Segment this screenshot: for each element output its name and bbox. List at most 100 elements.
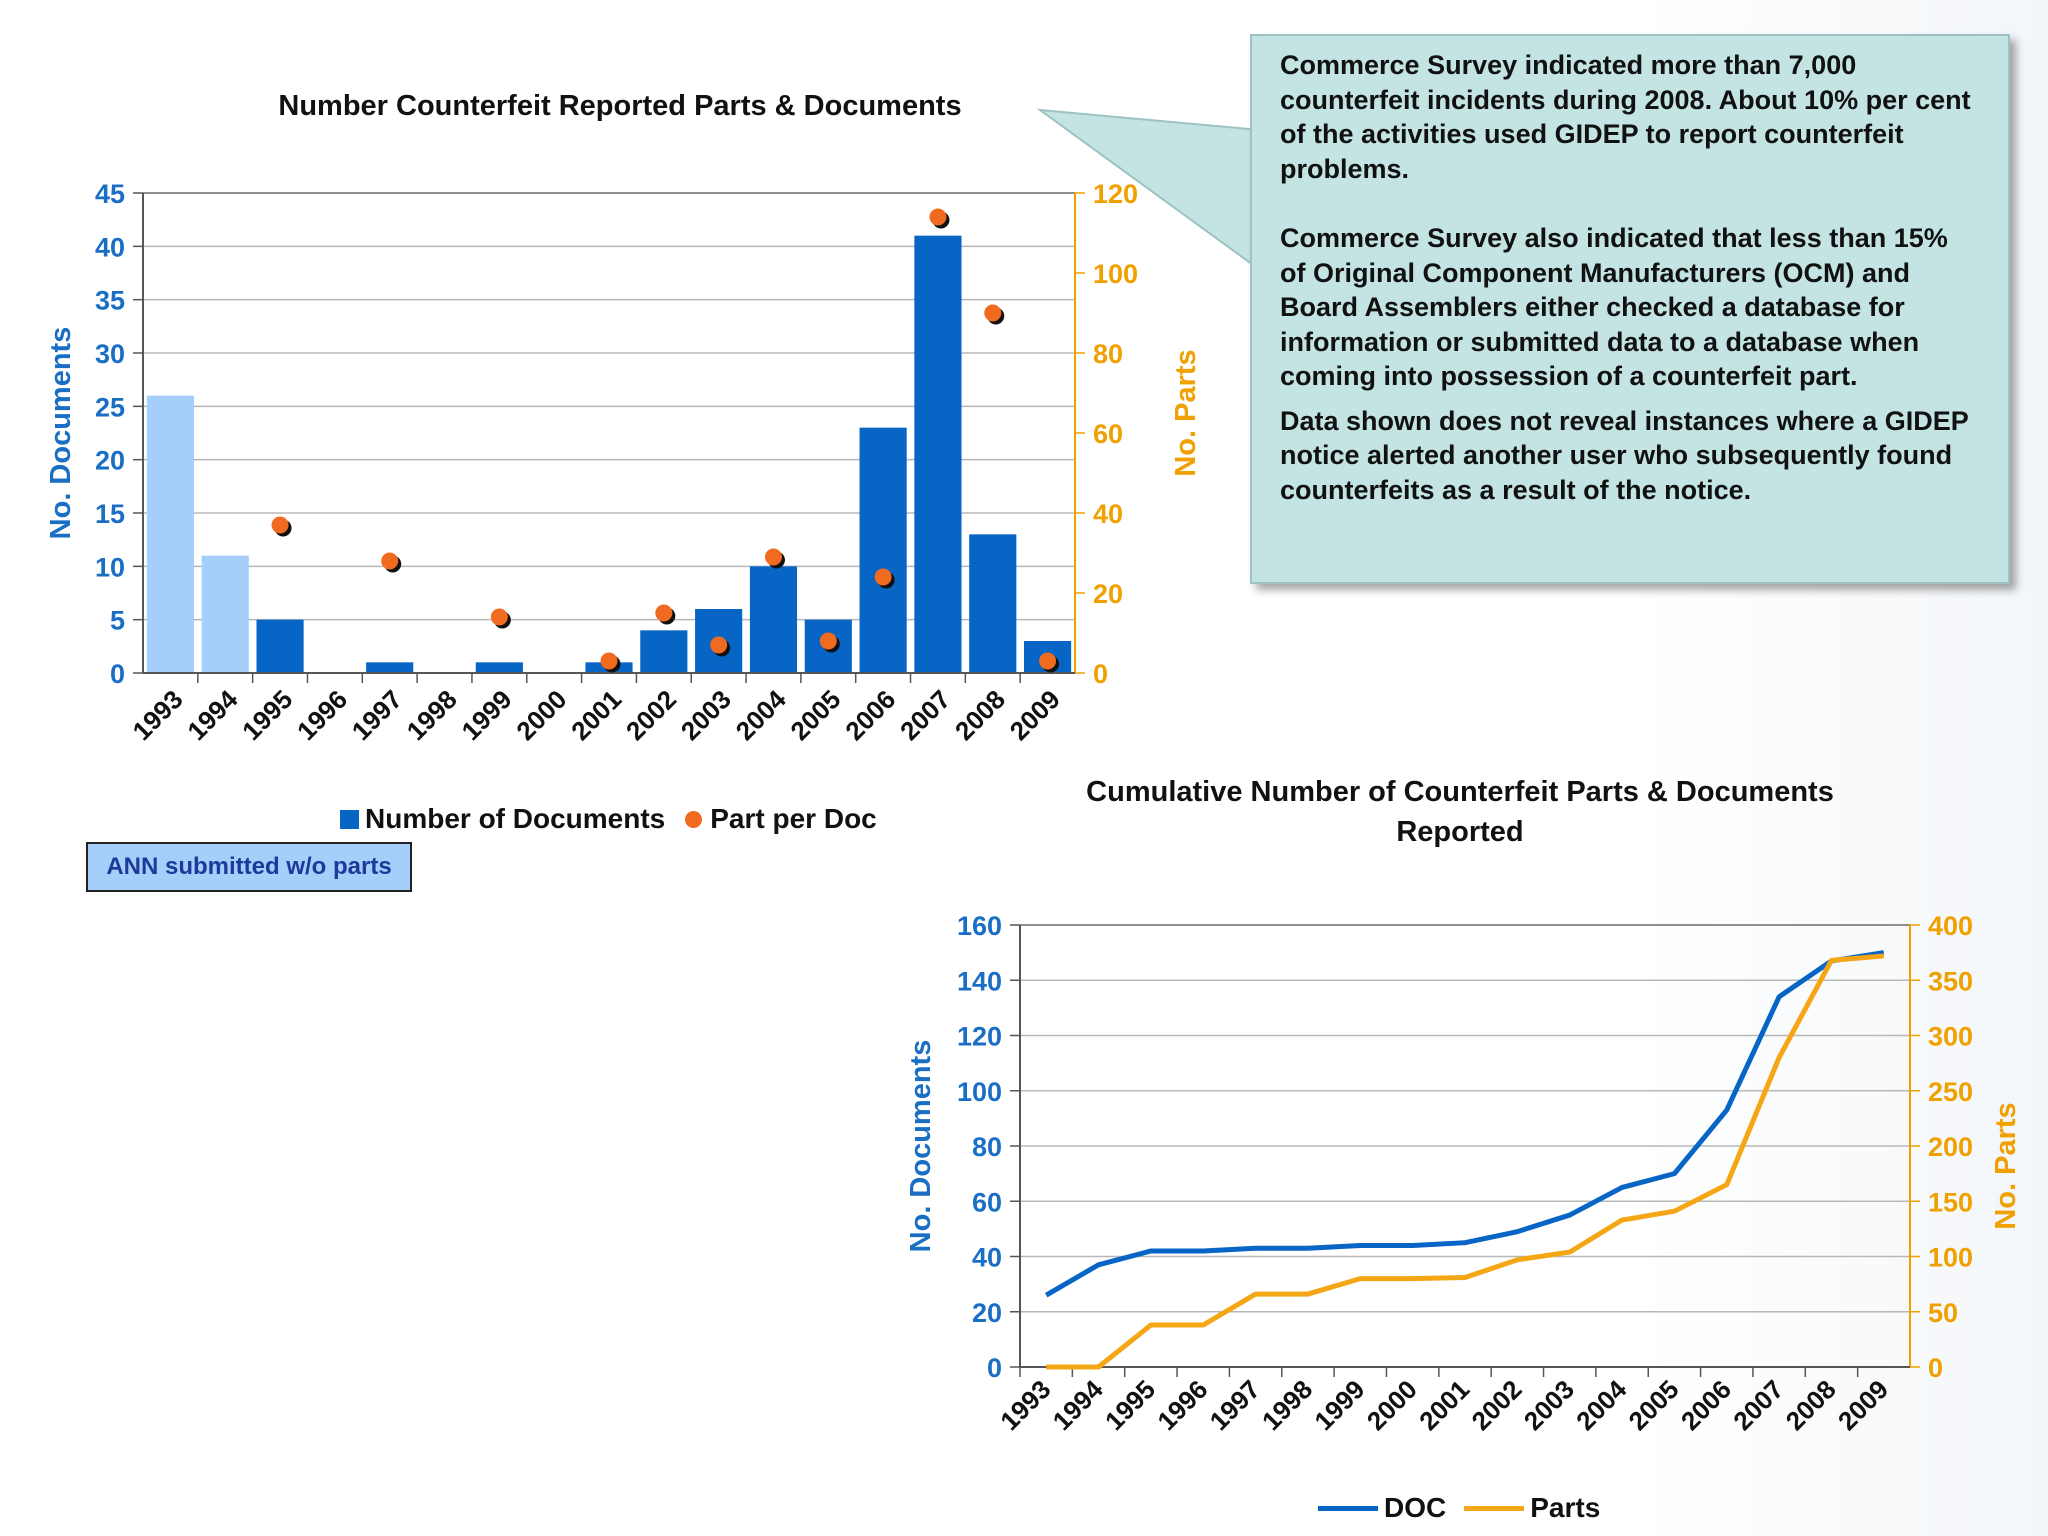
chart1-bar-2006	[859, 427, 907, 673]
chart1-right-axis-label: No. Parts	[1170, 349, 1202, 476]
chart1-bar-2004	[749, 566, 798, 673]
chart2-left-tick-label: 80	[972, 1132, 1002, 1162]
chart1-dot-2009	[1039, 652, 1057, 670]
chart2-left-axis-label: No. Documents	[905, 1040, 937, 1253]
chart1-bar-1993	[146, 395, 194, 673]
chart2-x-tick-label: 2000	[1361, 1374, 1423, 1436]
chart2-x-tick-label: 2004	[1570, 1374, 1632, 1436]
legend-documents-label: Number of Documents	[365, 803, 666, 834]
chart1-right-tick-label: 40	[1093, 499, 1123, 529]
chart1-right-tick-label: 100	[1093, 259, 1138, 289]
chart2-x-tick-label: 1996	[1151, 1374, 1213, 1436]
chart1-bar-1997	[366, 662, 414, 673]
chart2-left-tick-label: 0	[987, 1353, 1002, 1383]
chart1-left-tick-label: 25	[95, 392, 125, 422]
chart1-x-tick-label: 2001	[565, 684, 627, 746]
chart2-line-doc	[1044, 950, 1885, 1298]
chart1-x-tick-label: 1998	[401, 684, 463, 746]
chart1-x-tick-label: 2004	[730, 684, 792, 746]
callout-paragraph-3: Data shown does not reveal instances whe…	[1280, 405, 1969, 505]
chart1-dot-2005	[819, 632, 837, 650]
chart2-left-tick-label: 160	[957, 911, 1002, 941]
chart1-dot-2008	[984, 304, 1002, 322]
chart2-right-tick-label: 100	[1928, 1243, 1973, 1273]
chart1-dot-2002	[655, 604, 673, 622]
chart2-x-tick-label: 2009	[1832, 1374, 1894, 1436]
chart1-dot-1995	[271, 516, 289, 534]
chart1-x-tick-label: 2000	[510, 684, 572, 746]
chart2-right-tick-label: 300	[1928, 1022, 1973, 1052]
chart2-right-tick-label: 50	[1928, 1298, 1958, 1328]
callout-pointer	[1036, 108, 1261, 272]
callout-paragraph-2: Commerce Survey also indicated that less…	[1280, 223, 1948, 391]
chart1-dot-2006	[874, 568, 892, 586]
chart1-right-tick-label: 80	[1093, 339, 1123, 369]
chart2-right-tick-label: 250	[1928, 1077, 1973, 1107]
chart1-x-tick-label: 1993	[127, 684, 189, 746]
chart1-title: Number Counterfeit Reported Parts & Docu…	[278, 90, 962, 122]
chart2-x-tick-label: 1995	[1099, 1374, 1161, 1436]
chart2-right-axis-label: No. Parts	[1990, 1102, 2022, 1229]
ann-annotation-box: ANN submitted w/o parts	[86, 842, 412, 892]
chart1-left-tick-label: 15	[95, 499, 125, 529]
chart1-x-tick-label: 1999	[455, 684, 517, 746]
legend-parts-line-swatch	[1464, 1505, 1525, 1511]
chart1-left-tick-label: 35	[95, 286, 125, 316]
chart2-x-tick-label: 2001	[1413, 1374, 1475, 1436]
chart1-right-tick-label: 20	[1093, 579, 1123, 609]
chart1-x-tick-label: 2009	[1004, 684, 1066, 746]
chart1-dot-1997	[381, 552, 399, 570]
legend-doc-swatch	[1318, 1505, 1378, 1511]
chart2-x-tick-label: 1993	[994, 1374, 1056, 1436]
chart1-bar-1999	[475, 662, 523, 673]
chart1-bar-2002	[640, 630, 688, 673]
chart1-dot-2003	[710, 636, 728, 654]
chart1-left-tick-label: 5	[110, 606, 125, 636]
chart2-x-tick-label: 2006	[1675, 1374, 1737, 1436]
chart1-bar-2008	[969, 534, 1017, 673]
callout-paragraph-1: Commerce Survey indicated more than 7,00…	[1280, 50, 1971, 184]
chart1-left-tick-label: 10	[95, 552, 125, 582]
chart2-x-tick-label: 2005	[1623, 1374, 1685, 1436]
chart2-right-tick-label: 350	[1928, 966, 1973, 996]
chart2-x-tick-label: 2003	[1518, 1374, 1580, 1436]
chart2-x-tick-label: 1998	[1256, 1374, 1318, 1436]
chart1-x-tick-label: 1994	[181, 684, 243, 746]
chart1-left-tick-label: 40	[95, 232, 125, 262]
chart2-left-tick-label: 40	[972, 1243, 1002, 1273]
chart2-left-tick-label: 120	[957, 1022, 1002, 1052]
chart1-left-tick-label: 45	[95, 179, 125, 209]
chart1-x-tick-label: 1996	[291, 684, 353, 746]
chart1-plot: 0510152025303540450204060801001201993199…	[45, 179, 1202, 746]
chart2-x-tick-label: 2008	[1780, 1374, 1842, 1436]
chart2-x-tick-label: 1999	[1308, 1374, 1370, 1436]
chart2-plot: 0 20 40 60 80 100 120 140 160 0 50 100 150 200 250 300 3…	[905, 911, 2022, 1436]
chart1-dot-2004	[764, 548, 782, 566]
chart2-right-tick-label: 400	[1928, 911, 1973, 941]
chart2-x-tick-label: 1997	[1204, 1374, 1266, 1436]
chart2-x-tick-label: 2007	[1727, 1374, 1789, 1436]
chart1-bar-2007	[914, 235, 962, 673]
chart1-dot-2001	[600, 652, 618, 670]
chart2-left-tick-label: 140	[957, 966, 1002, 996]
legend-doc-label: DOC	[1384, 1492, 1447, 1523]
chart2-left-tick-label: 20	[972, 1298, 1002, 1328]
chart1-right-tick-label: 0	[1093, 659, 1108, 689]
chart1-x-tick-label: 2008	[949, 684, 1011, 746]
chart2-legend: DOC Parts	[1318, 1492, 1600, 1524]
chart1-x-tick-label: 2002	[620, 684, 682, 746]
chart2-x-tick-label: 1994	[1047, 1374, 1109, 1436]
chart1-x-tick-label: 2005	[784, 684, 846, 746]
chart1-left-tick-label: 30	[95, 339, 125, 369]
chart2-right-tick-label: 150	[1928, 1187, 1973, 1217]
legend-parts-swatch	[685, 810, 703, 828]
chart1-x-tick-label: 2003	[675, 684, 737, 746]
chart1-dot-2007	[929, 208, 947, 226]
chart1-x-tick-label: 2006	[839, 684, 901, 746]
chart1-left-tick-label: 20	[95, 446, 125, 476]
chart2-right-tick-label: 200	[1928, 1132, 1973, 1162]
chart1-right-tick-label: 120	[1093, 179, 1138, 209]
chart1-x-tick-label: 2007	[894, 684, 956, 746]
legend-parts-label: Part per Doc	[710, 803, 877, 834]
chart2-line-parts	[1046, 953, 1885, 1370]
